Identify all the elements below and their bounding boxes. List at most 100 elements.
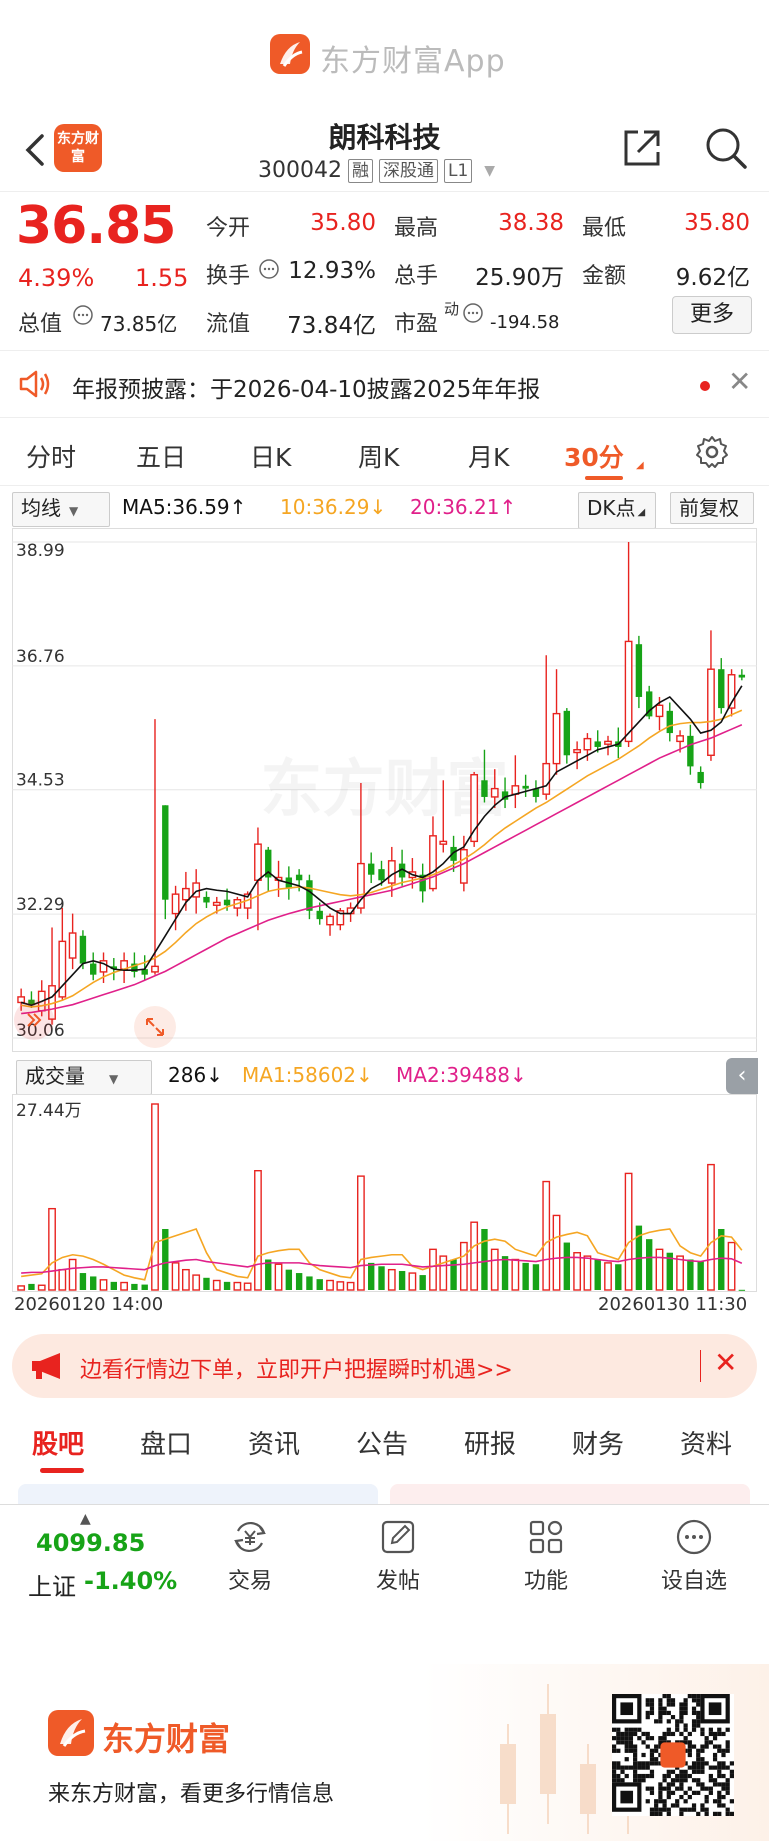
functions-button[interactable]: 功能 (496, 1517, 596, 1595)
expand-left-icon[interactable] (14, 1000, 54, 1040)
candle-body (254, 843, 262, 881)
annual-report-notice[interactable]: 年报预披露：于2026-04-10披露2025年年报 ✕ (0, 350, 769, 418)
quote-label-high: 最高 (394, 216, 439, 241)
info-icon[interactable] (72, 304, 94, 330)
tab-30min[interactable]: 30分 (564, 443, 624, 472)
qr-module (683, 1799, 688, 1804)
tab-weekly-k[interactable]: 周K (358, 443, 400, 472)
qr-module (708, 1731, 713, 1737)
qr-module (654, 1744, 659, 1749)
close-icon[interactable]: ✕ (714, 1346, 738, 1379)
candle-body (624, 640, 633, 743)
qr-finder-center (620, 1790, 634, 1804)
caret-up-icon[interactable]: ▲ (80, 1511, 91, 1527)
qr-module (712, 1765, 718, 1770)
chevron-down-icon[interactable]: ▼ (484, 162, 496, 179)
tab-profile[interactable]: 资料 (680, 1430, 733, 1460)
qr-code-icon[interactable] (612, 1694, 734, 1816)
back-arrow-icon[interactable] (16, 130, 56, 170)
qr-module (654, 1811, 659, 1816)
tab-news[interactable]: 资讯 (248, 1430, 301, 1460)
section-tabs: 股吧 盘口 资讯 公告 研报 财务 资料 (0, 1406, 769, 1474)
more-button[interactable]: 更多 (672, 296, 752, 334)
qr-module (721, 1773, 726, 1779)
tag-level: L1 (443, 158, 473, 183)
index-name[interactable]: 上证 (28, 1573, 76, 1601)
qr-module (725, 1778, 730, 1783)
qr-module (633, 1773, 638, 1779)
qr-module (712, 1752, 718, 1758)
trade-button[interactable]: 交易 (200, 1517, 300, 1595)
qr-module (633, 1769, 638, 1774)
account-open-promo[interactable]: 边看行情边下单，立即开户把握瞬时机遇>> ✕ (12, 1334, 757, 1398)
gear-icon[interactable] (694, 434, 730, 470)
add-watchlist-button[interactable]: 设自选 (644, 1517, 744, 1595)
qr-module (717, 1773, 722, 1779)
qr-module (683, 1698, 688, 1703)
qr-module (675, 1799, 680, 1804)
qr-module (654, 1803, 659, 1808)
qr-module (666, 1702, 671, 1707)
quote-label-turnover: 换手 (206, 264, 251, 289)
tab-monthly-k[interactable]: 月K (468, 443, 510, 472)
candle-body (490, 787, 499, 798)
candle-body (501, 791, 509, 800)
candle-body (552, 712, 561, 765)
qr-module (612, 1744, 617, 1749)
volume-chart[interactable]: 27.44万 (12, 1094, 757, 1292)
tab-announcements[interactable]: 公告 (356, 1430, 409, 1460)
app-mini-logo[interactable]: 东方财富 (54, 124, 102, 172)
speaker-icon (18, 369, 52, 399)
qr-module (691, 1694, 697, 1699)
tab-guba[interactable]: 股吧 (32, 1430, 85, 1460)
qr-module (687, 1807, 692, 1812)
tab-intraday[interactable]: 分时 (26, 443, 77, 472)
megaphone-icon (30, 1352, 68, 1380)
tab-daily-k[interactable]: 日K (250, 443, 292, 472)
y-tick-label: 36.76 (16, 647, 65, 667)
share-icon[interactable] (618, 124, 666, 172)
candle-body (398, 863, 406, 878)
volume-current: 286↓ (168, 1063, 223, 1087)
tab-order-book[interactable]: 盘口 (140, 1430, 193, 1460)
volume-bar (346, 1281, 355, 1291)
candle-body (295, 874, 303, 881)
ma-type-select[interactable]: 均线 ▼ (12, 492, 110, 527)
volume-type-select[interactable]: 成交量 ▼ (16, 1060, 152, 1095)
compose-button[interactable]: 发帖 (348, 1517, 448, 1595)
brand-app-name: 东方财富App (320, 44, 506, 79)
info-icon[interactable] (462, 302, 484, 328)
tab-financials[interactable]: 财务 (572, 1430, 625, 1460)
index-change-percent[interactable]: -1.40% (84, 1567, 178, 1595)
qr-finder-center (708, 1702, 722, 1716)
ma20-line (21, 724, 743, 1015)
adjust-select[interactable]: 前复权 (670, 492, 754, 524)
volume-bar (738, 1289, 746, 1291)
volume-bar (707, 1163, 715, 1291)
qr-module (670, 1790, 676, 1795)
close-icon[interactable]: ✕ (728, 365, 752, 398)
dk-point-select[interactable]: DK点 ◢ (578, 492, 656, 529)
qr-module (637, 1736, 642, 1741)
trade-label: 交易 (227, 1569, 272, 1594)
collapse-panel-icon[interactable]: ‹ (726, 1058, 758, 1094)
qr-module (704, 1761, 709, 1766)
notice-text: 年报预披露：于2026-04-10披露2025年年报 (72, 377, 541, 403)
qr-module (679, 1731, 684, 1737)
search-icon[interactable] (702, 124, 750, 172)
qr-module (612, 1748, 617, 1753)
qr-finder-center (620, 1702, 634, 1716)
qr-module (612, 1773, 617, 1779)
candle-body (583, 737, 592, 751)
index-value[interactable]: 4099.85 (36, 1529, 146, 1557)
tab-research[interactable]: 研报 (464, 1430, 517, 1460)
fullscreen-icon[interactable] (134, 1006, 176, 1048)
info-icon[interactable] (258, 258, 280, 284)
qr-module (712, 1736, 718, 1741)
qr-module (717, 1794, 722, 1800)
candle-body (171, 893, 180, 915)
qr-module (696, 1790, 701, 1795)
volume-bar (368, 1262, 375, 1290)
tab-five-day[interactable]: 五日 (136, 443, 187, 472)
